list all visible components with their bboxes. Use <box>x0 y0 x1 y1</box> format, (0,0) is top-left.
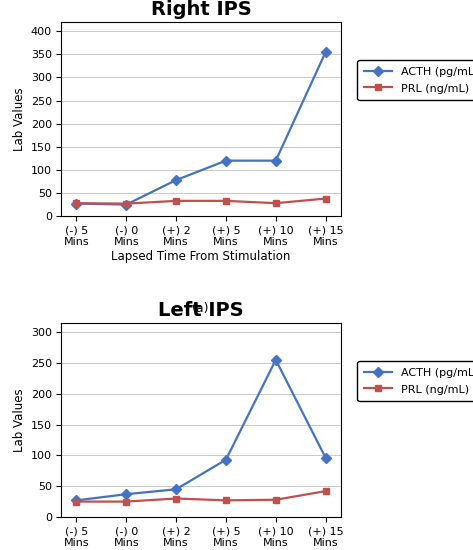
PRL (ng/mL) <box>123 200 129 207</box>
ACTH (pg/mL) <box>273 356 279 363</box>
PRL (ng/mL) <box>323 488 328 494</box>
PRL (ng/mL) <box>273 200 279 206</box>
PRL (ng/mL) <box>173 197 179 204</box>
PRL (ng/mL) <box>323 195 328 202</box>
PRL (ng/mL) <box>273 497 279 503</box>
Line: ACTH (pg/mL): ACTH (pg/mL) <box>73 48 329 208</box>
ACTH (pg/mL) <box>74 200 79 207</box>
PRL (ng/mL) <box>74 200 79 206</box>
ACTH (pg/mL) <box>173 486 179 493</box>
Text: (a): (a) <box>193 301 210 315</box>
PRL (ng/mL) <box>223 497 229 504</box>
Y-axis label: Lab Values: Lab Values <box>13 87 26 151</box>
Title: Left IPS: Left IPS <box>158 301 244 320</box>
ACTH (pg/mL) <box>173 177 179 183</box>
Legend: ACTH (pg/mL), PRL (ng/mL): ACTH (pg/mL), PRL (ng/mL) <box>357 60 473 101</box>
ACTH (pg/mL) <box>323 454 328 461</box>
ACTH (pg/mL) <box>74 497 79 504</box>
Title: Right IPS: Right IPS <box>150 0 252 19</box>
PRL (ng/mL) <box>223 197 229 204</box>
Line: PRL (ng/mL): PRL (ng/mL) <box>73 488 329 505</box>
ACTH (pg/mL) <box>223 456 229 463</box>
PRL (ng/mL) <box>123 498 129 505</box>
PRL (ng/mL) <box>74 498 79 505</box>
Legend: ACTH (pg/mL), PRL (ng/mL): ACTH (pg/mL), PRL (ng/mL) <box>357 361 473 402</box>
Y-axis label: Lab Values: Lab Values <box>13 388 26 452</box>
ACTH (pg/mL) <box>123 491 129 498</box>
Line: ACTH (pg/mL): ACTH (pg/mL) <box>73 356 329 504</box>
ACTH (pg/mL) <box>223 157 229 164</box>
Line: PRL (ng/mL): PRL (ng/mL) <box>73 195 329 207</box>
X-axis label: Lapsed Time From Stimulation: Lapsed Time From Stimulation <box>111 250 291 263</box>
ACTH (pg/mL) <box>323 49 328 56</box>
ACTH (pg/mL) <box>273 157 279 164</box>
ACTH (pg/mL) <box>123 201 129 208</box>
PRL (ng/mL) <box>173 495 179 502</box>
